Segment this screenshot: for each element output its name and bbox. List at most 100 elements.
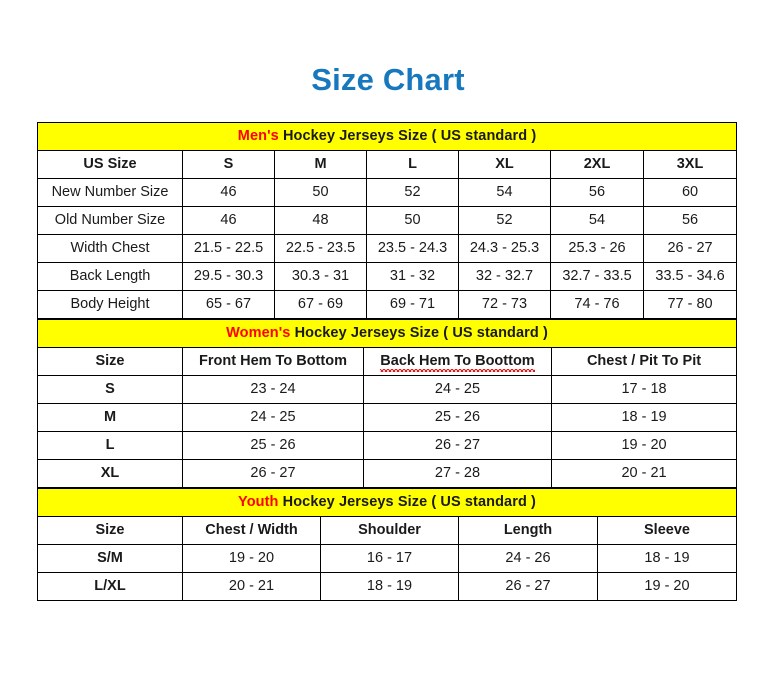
column-header: Size	[37, 516, 183, 545]
table-cell: 60	[642, 178, 738, 207]
table-cell: 29.5 - 30.3	[182, 262, 275, 291]
column-header: Shoulder	[320, 516, 459, 545]
row-label: M	[37, 403, 183, 432]
table-cell: 20 - 21	[182, 572, 321, 601]
table-cell: 21.5 - 22.5	[182, 234, 275, 263]
table-cell: 19 - 20	[550, 431, 738, 460]
table-cell: 24 - 25	[363, 375, 552, 404]
table-cell: 17 - 18	[550, 375, 738, 404]
page-title: Size Chart	[311, 62, 465, 97]
table-cell: 25 - 26	[182, 431, 364, 460]
table-cell: 72 - 73	[458, 290, 551, 319]
banner-rest-text: Hockey Jerseys Size ( US standard )	[278, 493, 536, 510]
table-cell: 26 - 27	[182, 459, 364, 488]
table-row: S/M 19 - 20 16 - 17 24 - 26 18 - 19	[37, 544, 737, 573]
table-row: Women's Hockey Jerseys Size ( US standar…	[36, 319, 738, 348]
table-cell: 24 - 26	[458, 544, 598, 573]
table-row: S 23 - 24 24 - 25 17 - 18	[37, 375, 738, 404]
table-cell: 16 - 17	[320, 544, 459, 573]
table-row: L/XL 20 - 21 18 - 19 26 - 27 19 - 20	[37, 572, 737, 601]
column-header: 3XL	[642, 150, 738, 179]
row-label: S	[37, 375, 183, 404]
table-cell: 26 - 27	[363, 431, 552, 460]
row-label: Body Height	[37, 290, 183, 319]
table-cell: 52	[458, 206, 551, 235]
row-label: Back Length	[37, 262, 183, 291]
womens-section-banner: Women's Hockey Jerseys Size ( US standar…	[36, 319, 738, 348]
table-cell: 25.3 - 26	[550, 234, 644, 263]
size-tables-container: Men's Hockey Jerseys Size ( US standard …	[36, 122, 738, 601]
table-cell: 50	[366, 206, 459, 235]
table-cell: 54	[550, 206, 644, 235]
column-header: Chest / Pit To Pit	[550, 347, 738, 376]
table-row: New Number Size 46 50 52 54 56 60	[37, 178, 738, 207]
table-cell: 32 - 32.7	[458, 262, 551, 291]
table-cell: 67 - 69	[274, 290, 367, 319]
youth-section-banner: Youth Hockey Jerseys Size ( US standard …	[37, 488, 737, 517]
table-row: M 24 - 25 25 - 26 18 - 19	[37, 403, 738, 432]
column-header: Sleeve	[597, 516, 737, 545]
table-cell: 27 - 28	[363, 459, 552, 488]
row-label: L/XL	[37, 572, 183, 601]
table-row: Men's Hockey Jerseys Size ( US standard …	[36, 122, 738, 151]
table-cell: 65 - 67	[182, 290, 275, 319]
table-cell: 22.5 - 23.5	[274, 234, 367, 263]
row-label: Old Number Size	[37, 206, 183, 235]
table-cell: 25 - 26	[363, 403, 552, 432]
table-cell: 69 - 71	[366, 290, 459, 319]
table-cell: 77 - 80	[642, 290, 738, 319]
column-header: M	[274, 150, 367, 179]
table-cell: 26 - 27	[642, 234, 738, 263]
table-row: Youth Hockey Jerseys Size ( US standard …	[37, 488, 737, 517]
table-cell: 30.3 - 31	[274, 262, 367, 291]
column-header: US Size	[37, 150, 183, 179]
table-cell: 50	[274, 178, 367, 207]
table-cell: 23.5 - 24.3	[366, 234, 459, 263]
table-row: XL 26 - 27 27 - 28 20 - 21	[37, 459, 738, 488]
table-row: Width Chest 21.5 - 22.5 22.5 - 23.5 23.5…	[37, 234, 738, 263]
table-cell: 33.5 - 34.6	[642, 262, 738, 291]
column-header: S	[182, 150, 275, 179]
table-row: L 25 - 26 26 - 27 19 - 20	[37, 431, 738, 460]
table-row: US Size S M L XL 2XL 3XL	[37, 150, 738, 179]
table-cell: 31 - 32	[366, 262, 459, 291]
table-cell: 56	[642, 206, 738, 235]
row-label: XL	[37, 459, 183, 488]
column-header: XL	[458, 150, 551, 179]
table-cell: 18 - 19	[550, 403, 738, 432]
table-cell: 46	[182, 206, 275, 235]
column-header: Length	[458, 516, 598, 545]
table-cell: 18 - 19	[320, 572, 459, 601]
mens-section-banner: Men's Hockey Jerseys Size ( US standard …	[36, 122, 738, 151]
spellcheck-underline-text: Back Hem To Boottom	[380, 352, 536, 373]
column-header-misspelled: Back Hem To Boottom	[363, 347, 552, 376]
table-row: Size Front Hem To Bottom Back Hem To Boo…	[37, 347, 738, 376]
banner-rest-text: Hockey Jerseys Size ( US standard )	[290, 324, 548, 341]
banner-accent-text: Women's	[226, 324, 291, 341]
column-header: Front Hem To Bottom	[182, 347, 364, 376]
table-cell: 74 - 76	[550, 290, 644, 319]
row-label: Width Chest	[37, 234, 183, 263]
column-header: Size	[37, 347, 183, 376]
table-cell: 23 - 24	[182, 375, 364, 404]
table-cell: 19 - 20	[182, 544, 321, 573]
row-label: S/M	[37, 544, 183, 573]
table-cell: 24 - 25	[182, 403, 364, 432]
banner-rest-text: Hockey Jerseys Size ( US standard )	[278, 127, 537, 144]
table-cell: 54	[458, 178, 551, 207]
column-header: 2XL	[550, 150, 644, 179]
table-cell: 32.7 - 33.5	[550, 262, 644, 291]
banner-accent-text: Men's	[237, 127, 279, 144]
table-cell: 52	[366, 178, 459, 207]
table-cell: 20 - 21	[550, 459, 738, 488]
table-cell: 24.3 - 25.3	[458, 234, 551, 263]
column-header: L	[366, 150, 459, 179]
table-cell: 26 - 27	[458, 572, 598, 601]
youth-size-table: Youth Hockey Jerseys Size ( US standard …	[37, 488, 737, 601]
banner-accent-text: Youth	[238, 493, 279, 510]
table-row: Body Height 65 - 67 67 - 69 69 - 71 72 -…	[37, 290, 738, 319]
table-row: Size Chest / Width Shoulder Length Sleev…	[37, 516, 737, 545]
table-row: Back Length 29.5 - 30.3 30.3 - 31 31 - 3…	[37, 262, 738, 291]
table-cell: 19 - 20	[597, 572, 737, 601]
